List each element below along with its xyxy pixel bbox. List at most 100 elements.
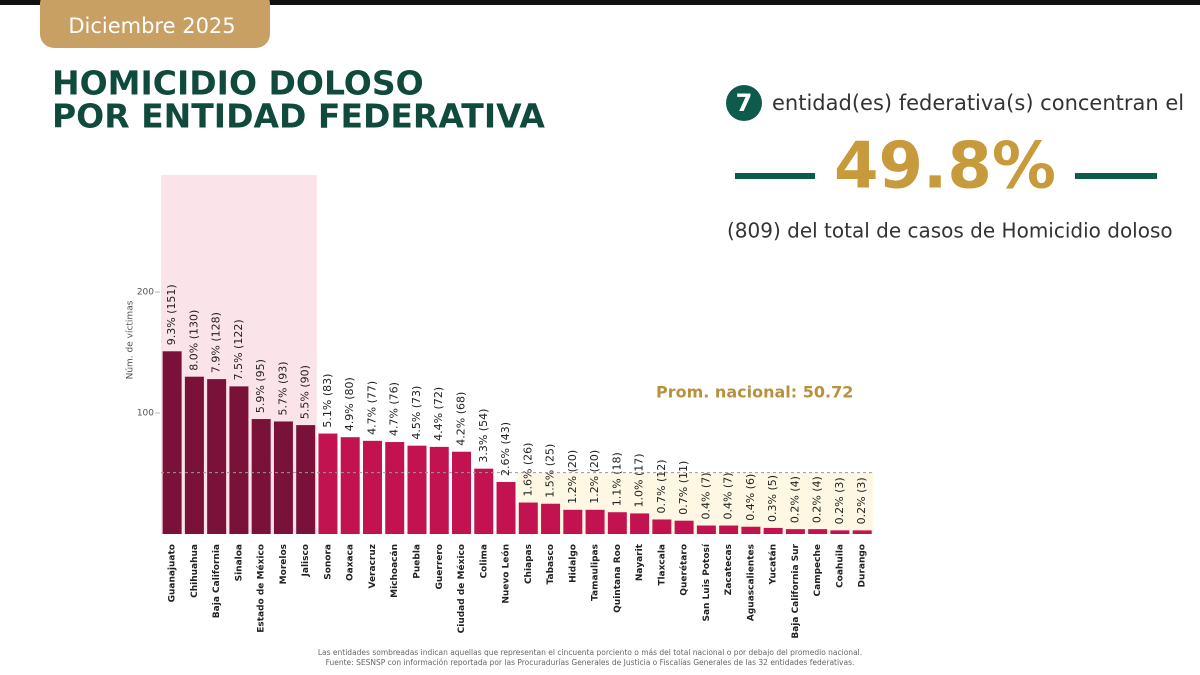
x-tick-label: Morelos [279,544,289,584]
x-tick-label: Colima [479,544,489,578]
top-bar [0,0,1200,5]
x-tick-label: Jalisco [301,544,311,577]
x-tick-label: Querétaro [679,544,690,596]
bar [273,421,293,534]
x-tick-label: Tlaxcala [657,544,667,586]
value-label: 4.5% (73) [410,386,423,440]
value-label: 9.3% (151) [165,284,178,345]
bar [674,520,694,534]
value-label: 1.2% (20) [588,450,601,504]
value-label: 4.4% (72) [432,387,445,441]
summary-count: 7 [736,89,753,117]
x-tick-label: Quintana Roo [613,544,623,613]
value-label: 4.9% (80) [343,377,356,431]
bar [563,509,583,534]
x-tick-label: Ciudad de México [456,544,467,633]
value-label: 0.7% (11) [677,461,690,515]
bar [696,525,716,534]
x-tick-label: Coahuila [835,544,845,588]
x-tick-label: Nayarit [635,543,645,581]
bar [719,525,739,534]
x-tick-label: Sinaloa [234,544,244,581]
value-label: 5.1% (83) [321,374,334,428]
x-tick-label: Campeche [813,544,823,596]
x-tick-label: Nuevo León [501,544,512,604]
x-tick-label: Aguascalientes [746,544,756,621]
x-tick-label: Veracruz [368,544,378,589]
bar [496,481,516,534]
value-label: 8.0% (130) [187,310,200,371]
date-badge [40,0,270,48]
value-label: 4.7% (77) [365,381,378,435]
bar [808,529,828,534]
value-label: 0.3% (5) [766,475,779,522]
average-label: Prom. nacional: 50.72 [656,383,853,402]
bar [385,442,405,534]
x-tick-label: Oaxaca [346,544,356,581]
value-label: 4.7% (76) [388,382,401,436]
bar [741,526,761,534]
bar [429,446,449,534]
value-label: 0.7% (12) [655,459,668,513]
x-tick-label: Estado de México [256,544,267,633]
bar [407,445,427,534]
value-label: 4.2% (68) [455,392,468,446]
bar [474,468,494,534]
bar [296,425,316,534]
bar [785,529,805,534]
value-label: 0.2% (4) [788,476,801,523]
value-label: 2.6% (43) [499,422,512,476]
value-label: 3.3% (54) [477,409,490,463]
value-label: 7.9% (128) [210,312,223,373]
bar [162,351,182,534]
x-tick-label: Chihuahua [190,544,200,598]
title-line: HOMICIDIO DOLOSO [52,64,424,103]
value-label: 5.7% (93) [276,361,289,415]
summary-detail: (809) del total de casos de Homicidio do… [727,219,1173,243]
bar [184,376,204,534]
bar [607,512,627,534]
title-line: POR ENTIDAD FEDERATIVA [52,97,545,136]
value-label: 5.5% (90) [299,365,312,419]
bar [852,530,872,534]
x-tick-label: Tabasco [546,544,556,584]
x-tick-label: Tamaulipas [591,544,601,601]
x-tick-label: Chiapas [524,544,534,584]
x-tick-label: Baja California Sur [791,543,801,638]
bar [630,513,650,534]
value-label: 1.1% (18) [610,452,623,506]
bar [585,509,605,534]
bar [318,433,338,534]
x-tick-label: San Luis Potosí [702,543,712,621]
value-label: 1.6% (26) [521,443,534,497]
bar [830,530,850,534]
value-label: 1.2% (20) [566,450,579,504]
x-tick-label: Sonora [323,544,333,580]
footnote: Las entidades sombreadas indican aquella… [318,648,862,657]
value-label: 0.4% (6) [744,474,757,521]
value-label: 7.5% (122) [232,319,245,380]
plot: Núm. de víctimas 100 200 9.3% (151) Guanajua… [126,175,874,639]
bar [362,440,382,534]
x-tick-label: Zacatecas [724,544,734,595]
y-tick-label: 100 [137,409,154,419]
value-label: 5.9% (95) [254,359,267,413]
x-tick-label: Baja California [212,544,222,618]
summary-share: 49.8% [834,130,1056,204]
bar [229,386,249,534]
x-tick-label: Hidalgo [568,544,578,583]
date-badge-text: Diciembre 2025 [68,14,235,38]
bar [541,503,561,534]
x-tick-label: Yucatán [769,544,779,585]
value-label: 0.4% (7) [699,472,712,519]
x-tick-label: Guerrero [435,544,445,590]
x-tick-label: Puebla [412,544,422,579]
bar [763,527,783,534]
bar [652,519,672,534]
bar [452,451,472,534]
value-label: 0.2% (4) [811,476,824,523]
count-circle [726,85,762,121]
bar [340,437,360,534]
